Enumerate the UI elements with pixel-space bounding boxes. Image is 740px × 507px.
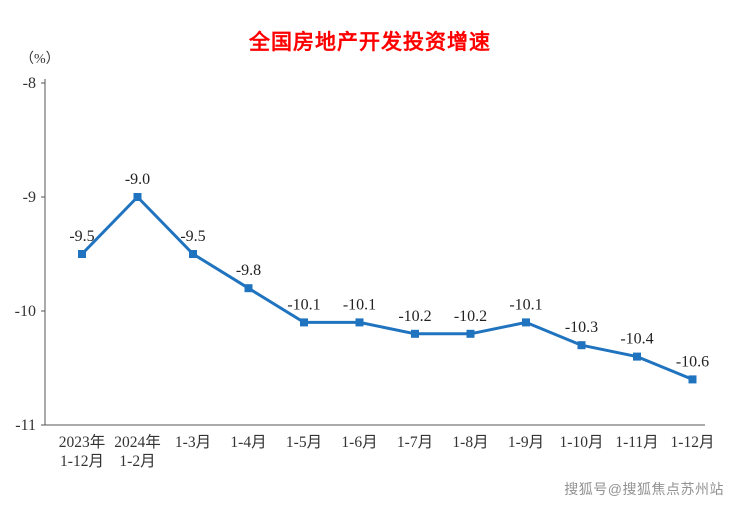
data-point-label: -10.2	[398, 308, 431, 325]
series-line	[80, 195, 694, 381]
x-tick-label: 2024年	[114, 433, 161, 451]
y-tick-label: -8	[23, 75, 36, 92]
x-tick-label: 2023年	[59, 433, 106, 451]
x-tick-label: 1-4月	[230, 434, 266, 451]
x-tick-label: 1-12月	[671, 434, 715, 451]
y-axis-unit-label: （%）	[20, 52, 60, 67]
x-tick-label: 1-8月	[452, 434, 488, 451]
x-tick-label: 1-7月	[397, 434, 433, 451]
data-point-label: -10.1	[287, 296, 320, 313]
data-point-marker	[577, 341, 586, 350]
data-point-marker	[688, 375, 697, 384]
data-point-label: -9.5	[180, 228, 205, 245]
data-point-marker	[355, 318, 364, 327]
data-point-marker	[411, 329, 419, 338]
data-point-label: -10.2	[454, 308, 487, 325]
data-point-label: -9.5	[69, 228, 94, 245]
y-tick-label: -10	[15, 303, 36, 320]
x-tick-label: 1-6月	[341, 434, 377, 451]
x-tick-label: 1-3月	[175, 434, 211, 451]
data-point-marker	[522, 318, 530, 327]
data-point-marker	[78, 250, 86, 258]
data-point-marker	[244, 284, 253, 293]
data-point-marker	[189, 250, 197, 258]
x-tick-label: 1-11月	[615, 434, 658, 451]
data-point-marker	[300, 318, 308, 327]
data-point-label: -10.1	[343, 296, 376, 313]
data-point-marker	[133, 193, 142, 201]
data-point-marker	[466, 329, 475, 338]
y-tick-label: -11	[15, 417, 36, 434]
data-point-label: -10.4	[620, 331, 653, 348]
data-point-marker	[633, 352, 641, 361]
data-point-label: -10.3	[565, 319, 598, 336]
y-tick-label: -9	[23, 189, 36, 206]
chart-title: 全国房地产开发投资增速	[249, 31, 491, 54]
x-tick-label: 1-2月	[119, 453, 155, 470]
watermark-text: 搜狐号@搜狐焦点苏州站	[564, 481, 724, 497]
x-tick-label: 1-9月	[508, 434, 544, 451]
x-tick-label: 1-12月	[60, 453, 104, 470]
data-point-label: -10.1	[509, 296, 542, 313]
data-point-label: -9.8	[236, 262, 261, 279]
data-point-label: -9.0	[125, 171, 150, 188]
data-point-label: -10.6	[676, 353, 709, 370]
x-tick-label: 1-5月	[286, 434, 322, 451]
x-tick-label: 1-10月	[560, 434, 604, 451]
